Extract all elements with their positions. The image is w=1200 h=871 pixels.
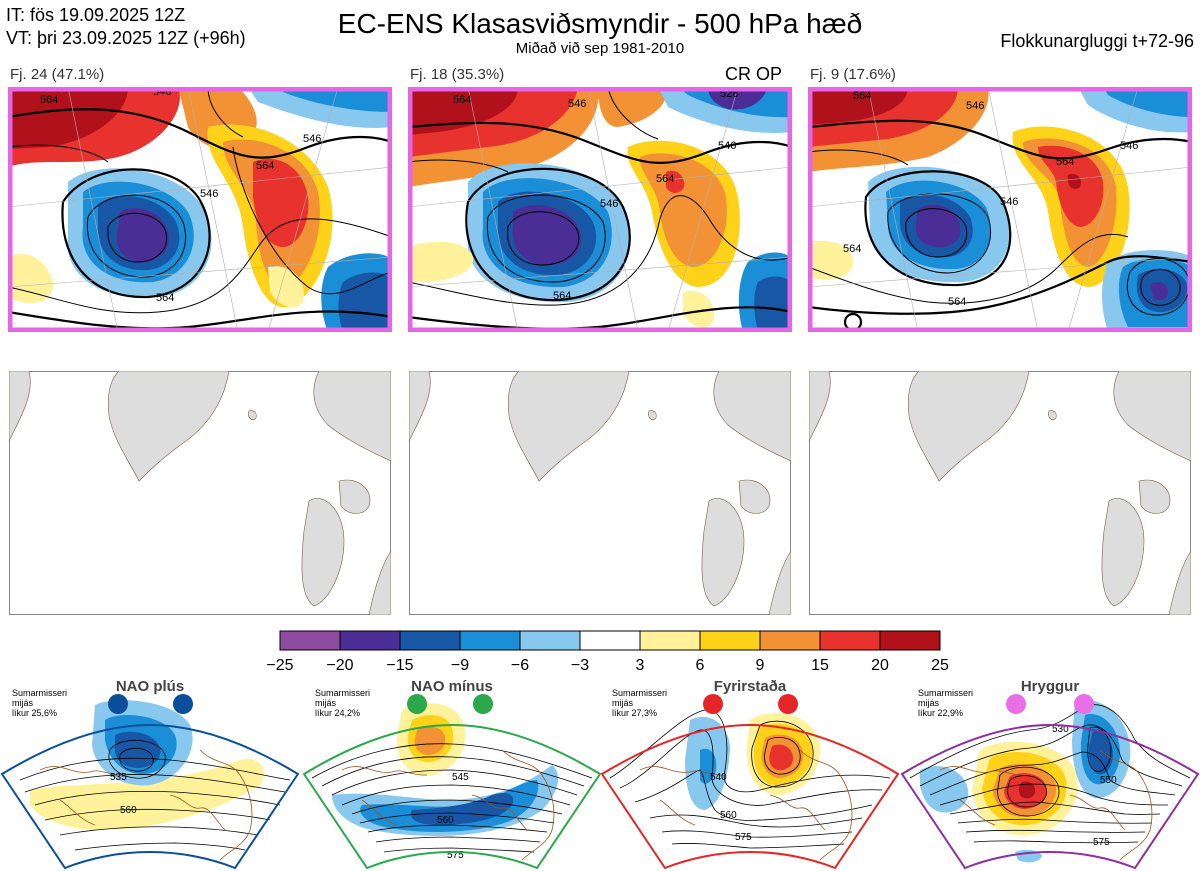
cluster-label-2: Fj. 18 (35.3%) <box>410 66 505 83</box>
cluster-map-3: 564 546 546 564 546 564 564 <box>808 87 1192 332</box>
regime-ridge: 530 550 575 Hryggur Sumarmisseri mijás l… <box>900 680 1200 870</box>
regime-mean: mijás <box>612 698 634 708</box>
header-init-time: IT: fös 19.09.2025 12Z VT: þri 23.09.202… <box>6 4 246 50</box>
contour-label: 546 <box>200 188 218 200</box>
colorbar-tick-label: −9 <box>451 657 469 674</box>
cluster-map-2: 564 546 528 546 564 546 564 <box>408 87 792 332</box>
contour-label: 564 <box>256 160 274 172</box>
contour-label: 564 <box>853 90 871 102</box>
regime-probability: líkur 22,9% <box>918 708 963 718</box>
colorbar-swatch <box>459 630 521 651</box>
regime-season: Sumarmisseri <box>612 688 667 698</box>
colorbar-swatch <box>339 630 401 651</box>
init-time-line: IT: fös 19.09.2025 12Z <box>6 5 186 25</box>
contour-label: 546 <box>303 133 321 145</box>
contour-label: 564 <box>948 296 966 308</box>
regime-mean: mijás <box>315 698 337 708</box>
regime-title: NAO mínus <box>411 680 493 695</box>
regime-mean: mijás <box>12 698 34 708</box>
regime-contour-label: 575 <box>1093 837 1110 848</box>
contour-label: 564 <box>453 94 471 106</box>
contour-label: 546 <box>1120 140 1138 152</box>
classification-window: Flokkunargluggi t+72-96 <box>1000 31 1194 51</box>
colorbar-tick-label: 25 <box>931 657 949 674</box>
colorbar-swatch <box>519 630 581 651</box>
cluster-label-3: Fj. 9 (17.6%) <box>810 66 896 83</box>
contour-label: 564 <box>40 94 58 106</box>
regime-probability: líkur 27,3% <box>612 708 657 718</box>
regime-contour-label: 560 <box>720 810 737 821</box>
cluster-map-1: 564 546 546 564 546 564 <box>8 87 392 332</box>
regime-title: Hryggur <box>1021 680 1080 695</box>
regime-contour-label: 540 <box>710 772 727 783</box>
contour-label: 564 <box>843 243 861 255</box>
contour-label: 546 <box>568 98 586 110</box>
colorbar-swatch <box>819 630 881 651</box>
colorbar-swatch <box>759 630 821 651</box>
regime-contour-label: 560 <box>437 815 454 826</box>
contour-label: 564 <box>1056 156 1074 168</box>
colorbar-tick-label: 20 <box>871 657 889 674</box>
colorbar-swatch <box>279 630 341 651</box>
colorbar-tick-label: 9 <box>756 657 765 674</box>
page-title: EC-ENS Klasasviðsmyndir - 500 hPa hæð <box>337 8 863 39</box>
member-map-2 <box>409 371 791 615</box>
regime-contour-label: 550 <box>1100 775 1117 786</box>
colorbar-tick-label: −6 <box>511 657 529 674</box>
member-map-3 <box>809 371 1191 615</box>
contour-label: 564 <box>656 173 674 185</box>
contour-label: 546 <box>718 140 736 152</box>
colorbar-swatch <box>399 630 461 651</box>
contour-label: 546 <box>966 100 984 112</box>
regime-contour-label: 535 <box>110 772 127 783</box>
regime-season: Sumarmisseri <box>315 688 370 698</box>
contour-label: 564 <box>553 290 571 302</box>
regime-season: Sumarmisseri <box>918 688 973 698</box>
regime-contour-label: 575 <box>735 832 752 843</box>
colorbar-tick-label: 3 <box>636 657 645 674</box>
regime-title: NAO plús <box>116 680 184 695</box>
cluster-label-1: Fj. 24 (47.1%) <box>10 66 105 83</box>
colorbar-swatch <box>579 630 641 651</box>
regime-nao-minus: 545 560 575 NAO mínus Sumarmisseri mijás… <box>302 680 602 870</box>
regime-season: Sumarmisseri <box>12 688 67 698</box>
valid-time-line: VT: þri 23.09.2025 12Z (+96h) <box>6 28 246 48</box>
regime-title: Fyrirstaða <box>714 680 787 695</box>
regime-contour-label: 575 <box>447 850 464 861</box>
colorbar-swatch <box>639 630 701 651</box>
regime-mean: mijás <box>918 698 940 708</box>
contour-label: 546 <box>153 87 171 98</box>
colorbar-tick-label: −25 <box>266 657 293 674</box>
regime-blocking: 540 560 575 Fyrirstaða Sumarmisseri mijá… <box>600 680 900 870</box>
colorbar-tick-label: 6 <box>696 657 705 674</box>
colorbar: −25 −20 −15 −9 −6 −3 3 6 9 15 20 25 <box>266 630 949 674</box>
colorbar-swatch <box>699 630 761 651</box>
member-map-1 <box>9 371 391 615</box>
regime-nao-plus: 535 560 NAO plús Sumarmisseri mijás líku… <box>0 680 300 870</box>
colorbar-tick-label: −3 <box>571 657 589 674</box>
colorbar-tick-label: −20 <box>326 657 353 674</box>
colorbar-swatch <box>879 630 941 651</box>
colorbar-tick-label: 15 <box>811 657 829 674</box>
regime-contour-label: 545 <box>452 772 469 783</box>
page-subtitle: Miðað við sep 1981-2010 <box>515 40 685 57</box>
control-op-flag: CR OP <box>725 64 783 84</box>
colorbar-tick-label: −15 <box>386 657 413 674</box>
contour-label: 546 <box>1000 196 1018 208</box>
regime-probability: líkur 24,2% <box>315 708 360 718</box>
regime-contour-label: 560 <box>120 805 137 816</box>
contour-label: 564 <box>156 292 174 304</box>
contour-label: 546 <box>600 198 618 210</box>
regime-panels: 535 560 NAO plús Sumarmisseri mijás líku… <box>0 680 1200 870</box>
regime-probability: líkur 25,6% <box>12 708 57 718</box>
regime-contour-label: 530 <box>1052 724 1069 735</box>
